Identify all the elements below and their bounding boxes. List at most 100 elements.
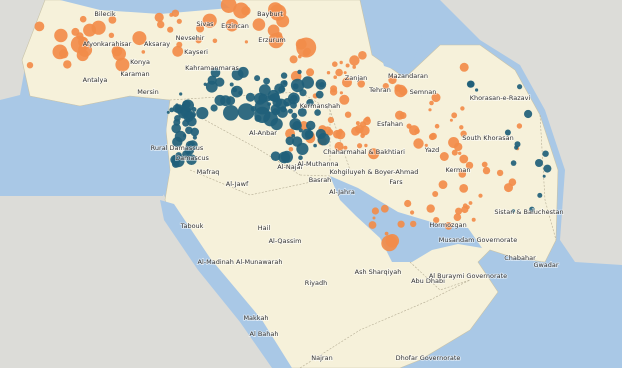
dot <box>175 103 179 107</box>
dot <box>292 83 299 90</box>
place-label: Rural Damascus <box>151 144 204 152</box>
dot <box>319 133 325 138</box>
dot <box>355 121 360 126</box>
place-label: Antalya <box>83 76 108 84</box>
dot <box>166 110 170 114</box>
dot <box>280 72 288 79</box>
dot <box>299 121 309 130</box>
dot <box>186 154 197 165</box>
place-label: Najran <box>311 354 332 362</box>
dot <box>478 193 483 198</box>
dot <box>223 105 239 121</box>
dot <box>451 112 458 119</box>
dot <box>364 143 368 148</box>
dot <box>285 136 295 146</box>
dot <box>397 220 405 228</box>
dot <box>195 37 202 44</box>
dot <box>192 135 197 140</box>
mediterranean-sea <box>0 97 170 196</box>
place-label: Chaharmahal & Bakhtiari <box>323 148 405 156</box>
dot <box>289 55 298 64</box>
dot <box>516 123 523 129</box>
dot <box>384 231 389 236</box>
dot <box>358 51 367 60</box>
dot <box>524 109 533 119</box>
dot <box>371 207 379 215</box>
place-label: Al Bahah <box>250 330 279 338</box>
place-label: Hail <box>258 224 271 232</box>
dot <box>291 112 298 119</box>
dot <box>339 60 343 65</box>
dot <box>537 192 543 198</box>
dot <box>471 217 476 222</box>
dot <box>438 180 448 190</box>
labels: Bilecik Sivas Erzincan Bayburt Afyonkarahisa… <box>82 9 565 363</box>
dots <box>26 0 552 252</box>
dot <box>220 0 237 13</box>
dot <box>301 128 313 140</box>
dot <box>451 149 458 156</box>
dot <box>132 31 147 46</box>
place-label: Basrah <box>309 176 332 184</box>
dot <box>174 115 181 122</box>
dot <box>141 50 146 54</box>
place-label: Esfahan <box>377 120 403 128</box>
dot <box>306 99 314 107</box>
dot <box>460 106 465 111</box>
place-label: Zanjan <box>345 74 367 82</box>
dot <box>287 108 293 114</box>
dot <box>278 151 291 164</box>
dot <box>91 20 106 35</box>
dot <box>26 61 34 69</box>
place-label: Erzurum <box>258 36 285 44</box>
dot <box>115 57 130 72</box>
dot <box>196 107 209 120</box>
dot <box>335 68 343 77</box>
dot <box>424 143 428 147</box>
dot <box>517 84 523 90</box>
dot <box>254 106 271 123</box>
dot <box>511 209 516 213</box>
dot <box>535 159 543 167</box>
dot <box>215 77 225 87</box>
dot <box>270 118 283 131</box>
place-label: Tabouk <box>180 222 204 230</box>
place-label: Sistan & Baluchestan <box>494 208 563 216</box>
dot <box>459 62 469 72</box>
place-label: Mafraq <box>197 168 220 176</box>
dot <box>337 128 343 134</box>
dot <box>388 75 397 85</box>
dot <box>282 80 288 85</box>
dot <box>458 170 467 178</box>
dot <box>439 152 449 161</box>
place-label: South Khorasan <box>462 134 513 142</box>
place-label: Afyonkarahisar <box>83 40 132 48</box>
dot <box>214 94 226 106</box>
dot <box>327 116 334 124</box>
dot <box>351 126 361 136</box>
dot <box>332 61 338 67</box>
dot <box>297 107 307 117</box>
dot <box>333 75 338 79</box>
dot <box>467 80 475 88</box>
dot <box>207 75 217 85</box>
dot <box>172 45 184 57</box>
dot <box>433 217 440 224</box>
dot <box>339 94 350 105</box>
place-label: Bayburt <box>257 10 283 18</box>
dot <box>183 111 194 123</box>
place-label: Al-Madinah Al-Munawarah <box>198 258 283 266</box>
dot <box>267 102 272 106</box>
dot <box>169 12 174 17</box>
place-label: Kerman <box>446 166 471 174</box>
dot <box>459 125 464 130</box>
dot <box>275 32 283 39</box>
place-label: Damascus <box>175 154 209 162</box>
dot <box>112 47 126 61</box>
dot <box>212 38 218 44</box>
place-label: Abu Dhabi <box>411 277 445 285</box>
dot <box>352 65 357 69</box>
dot <box>496 169 504 177</box>
dot <box>459 184 469 193</box>
dot <box>543 164 552 173</box>
